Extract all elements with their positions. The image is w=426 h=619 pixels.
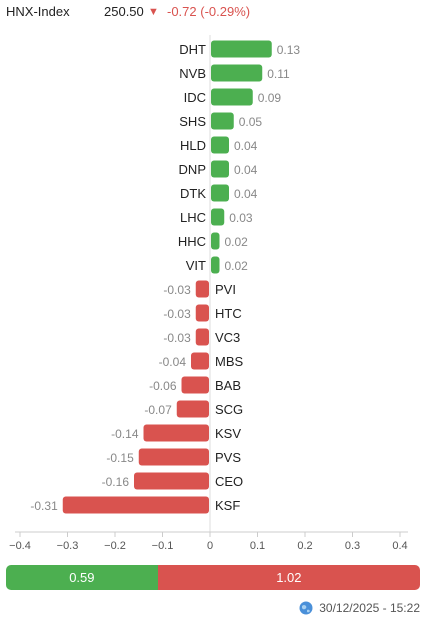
x-tick-label: 0.4	[392, 540, 407, 552]
bar-pvi	[195, 280, 209, 298]
bar-mbs	[191, 352, 209, 370]
category-label: BAB	[215, 378, 241, 393]
x-tick-label: −0.4	[9, 540, 31, 552]
category-label: VC3	[215, 330, 240, 345]
x-tick-label: 0.1	[250, 540, 265, 552]
category-label: PVI	[215, 282, 236, 297]
ratio-up-segment: 0.59	[6, 565, 158, 590]
footer: 30/12/2025 - 15:22	[299, 600, 420, 616]
index-name: HNX-Index	[6, 4, 70, 19]
x-tick-label: 0.2	[297, 540, 312, 552]
category-label: CEO	[215, 474, 243, 489]
category-label: HLD	[180, 138, 206, 153]
value-label: 0.02	[225, 235, 249, 249]
bar-idc	[211, 88, 253, 106]
value-label: 0.05	[239, 115, 263, 129]
bar-ksf	[62, 496, 209, 514]
value-label: -0.07	[144, 403, 172, 417]
value-label: 0.04	[234, 139, 258, 153]
bar-lhc	[211, 208, 225, 226]
bar-vc3	[195, 328, 209, 346]
bar-dnp	[211, 160, 229, 178]
category-label: IDC	[184, 90, 206, 105]
value-label: 0.13	[277, 43, 301, 57]
value-label: 0.03	[229, 211, 253, 225]
category-label: DNP	[179, 162, 206, 177]
contribution-bar-chart: DHT 0.13 NVB 0.11 IDC 0.09 SHS 0.05 HLD 0.04 DNP 0.…	[9, 35, 408, 552]
value-label: -0.03	[163, 307, 191, 321]
bar-hhc	[211, 232, 220, 250]
bar-bab	[181, 376, 209, 394]
bar-nvb	[211, 64, 263, 82]
value-label: -0.15	[106, 451, 134, 465]
value-label: -0.03	[163, 331, 191, 345]
category-label: LHC	[180, 210, 206, 225]
value-label: 0.04	[234, 187, 258, 201]
ratio-down-label: 1.02	[276, 570, 302, 585]
category-label: SHS	[179, 114, 206, 129]
ratio-down-segment: 1.02	[157, 565, 420, 590]
value-label: 0.04	[234, 163, 258, 177]
category-label: KSF	[215, 498, 240, 513]
value-label: -0.03	[163, 283, 191, 297]
x-tick-label: −0.3	[57, 540, 79, 552]
bar-shs	[211, 112, 234, 130]
globe-icon	[299, 601, 313, 615]
x-tick-label: −0.2	[104, 540, 126, 552]
category-label: HHC	[178, 234, 206, 249]
index-change: -0.72 (-0.29%)	[167, 4, 251, 19]
value-label: -0.04	[159, 355, 187, 369]
x-tick-label: 0	[207, 540, 213, 552]
value-label: 0.11	[267, 67, 290, 81]
value-label: 0.09	[258, 91, 282, 105]
category-label: PVS	[215, 450, 241, 465]
category-label: DTK	[180, 186, 206, 201]
timestamp: 30/12/2025 - 15:22	[319, 601, 420, 615]
category-label: NVB	[179, 66, 206, 81]
category-label: HTC	[215, 306, 242, 321]
ratio-up-label: 0.59	[69, 570, 95, 585]
x-tick-label: −0.1	[152, 540, 174, 552]
index-header: HNX-Index 250.50 ▼ -0.72 (-0.29%)	[0, 0, 426, 26]
bar-ceo	[134, 472, 209, 490]
bar-vit	[211, 256, 220, 274]
bar-scg	[176, 400, 209, 418]
value-label: 0.02	[225, 259, 249, 273]
advance-decline-ratio-bar: 0.59 1.02	[6, 565, 420, 590]
bar-hld	[211, 136, 229, 154]
x-tick-label: 0.3	[345, 540, 360, 552]
bar-dht	[211, 40, 272, 58]
bar-pvs	[138, 448, 209, 466]
category-label: MBS	[215, 354, 244, 369]
value-label: -0.16	[102, 475, 130, 489]
value-label: -0.06	[149, 379, 177, 393]
bar-dtk	[211, 184, 229, 202]
category-label: VIT	[186, 258, 206, 273]
index-value: 250.50	[104, 4, 144, 19]
value-label: -0.31	[30, 499, 58, 513]
down-arrow-icon: ▼	[148, 6, 159, 18]
bar-ksv	[143, 424, 209, 442]
value-label: -0.14	[111, 427, 139, 441]
category-label: SCG	[215, 402, 243, 417]
category-label: KSV	[215, 426, 241, 441]
bar-htc	[195, 304, 209, 322]
category-label: DHT	[179, 42, 206, 57]
